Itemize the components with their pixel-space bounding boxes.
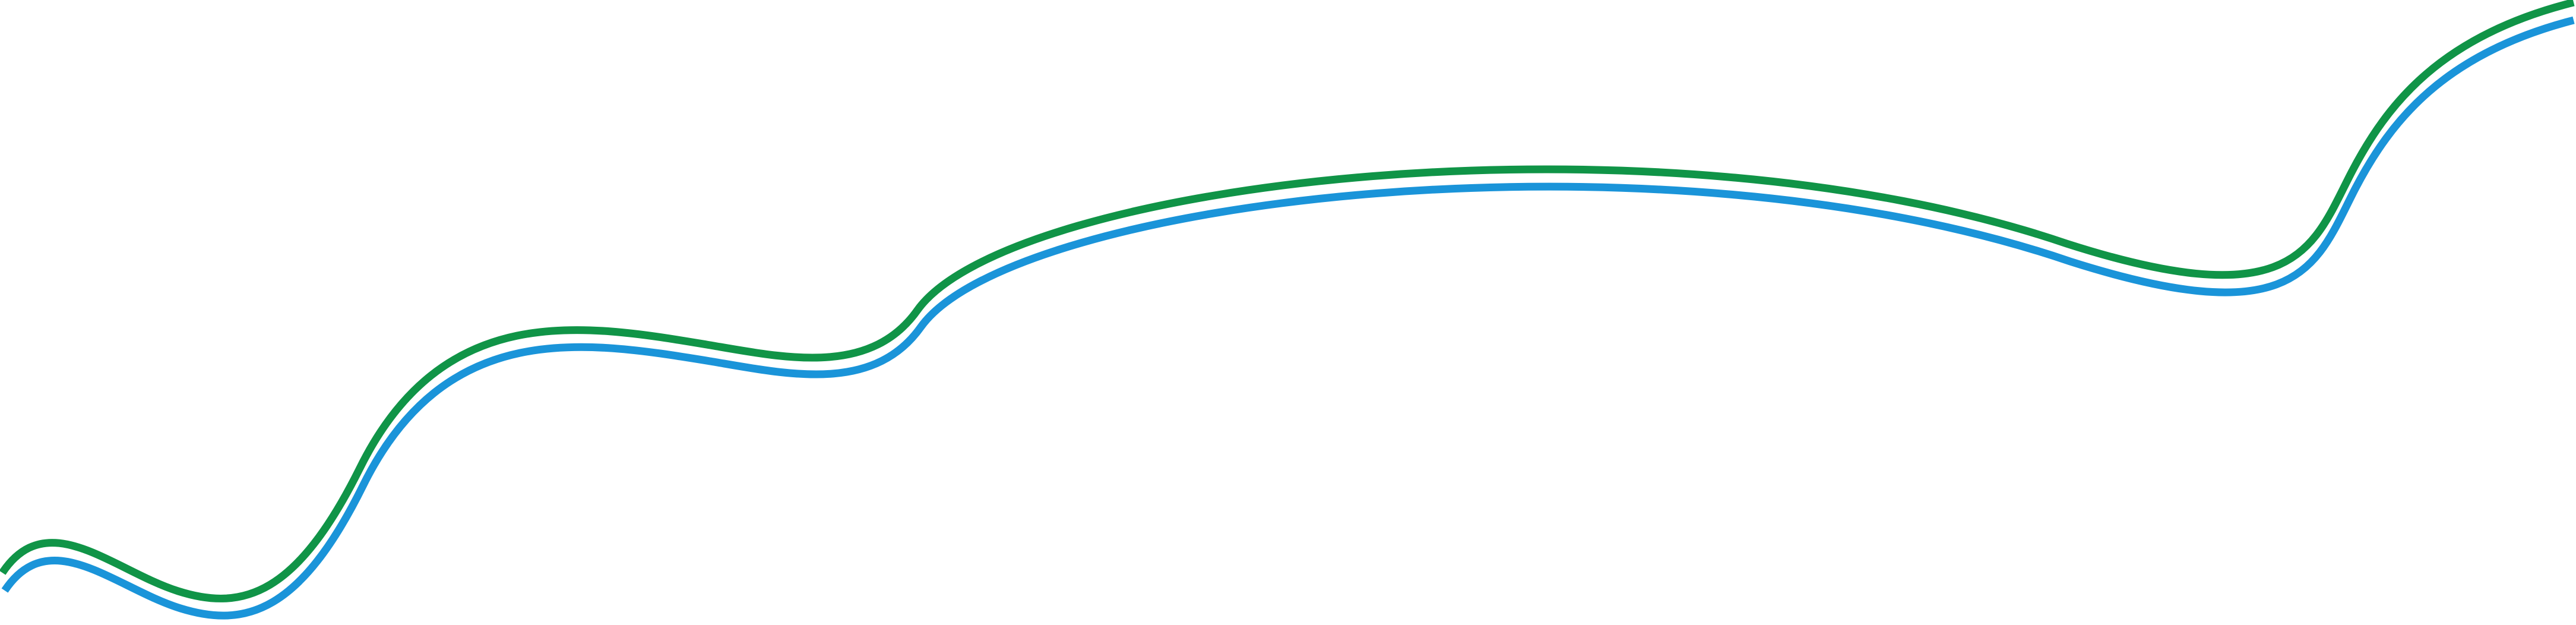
- blue-wave-line: [1, 16, 2575, 620]
- green-wave-line: [0, 0, 2575, 602]
